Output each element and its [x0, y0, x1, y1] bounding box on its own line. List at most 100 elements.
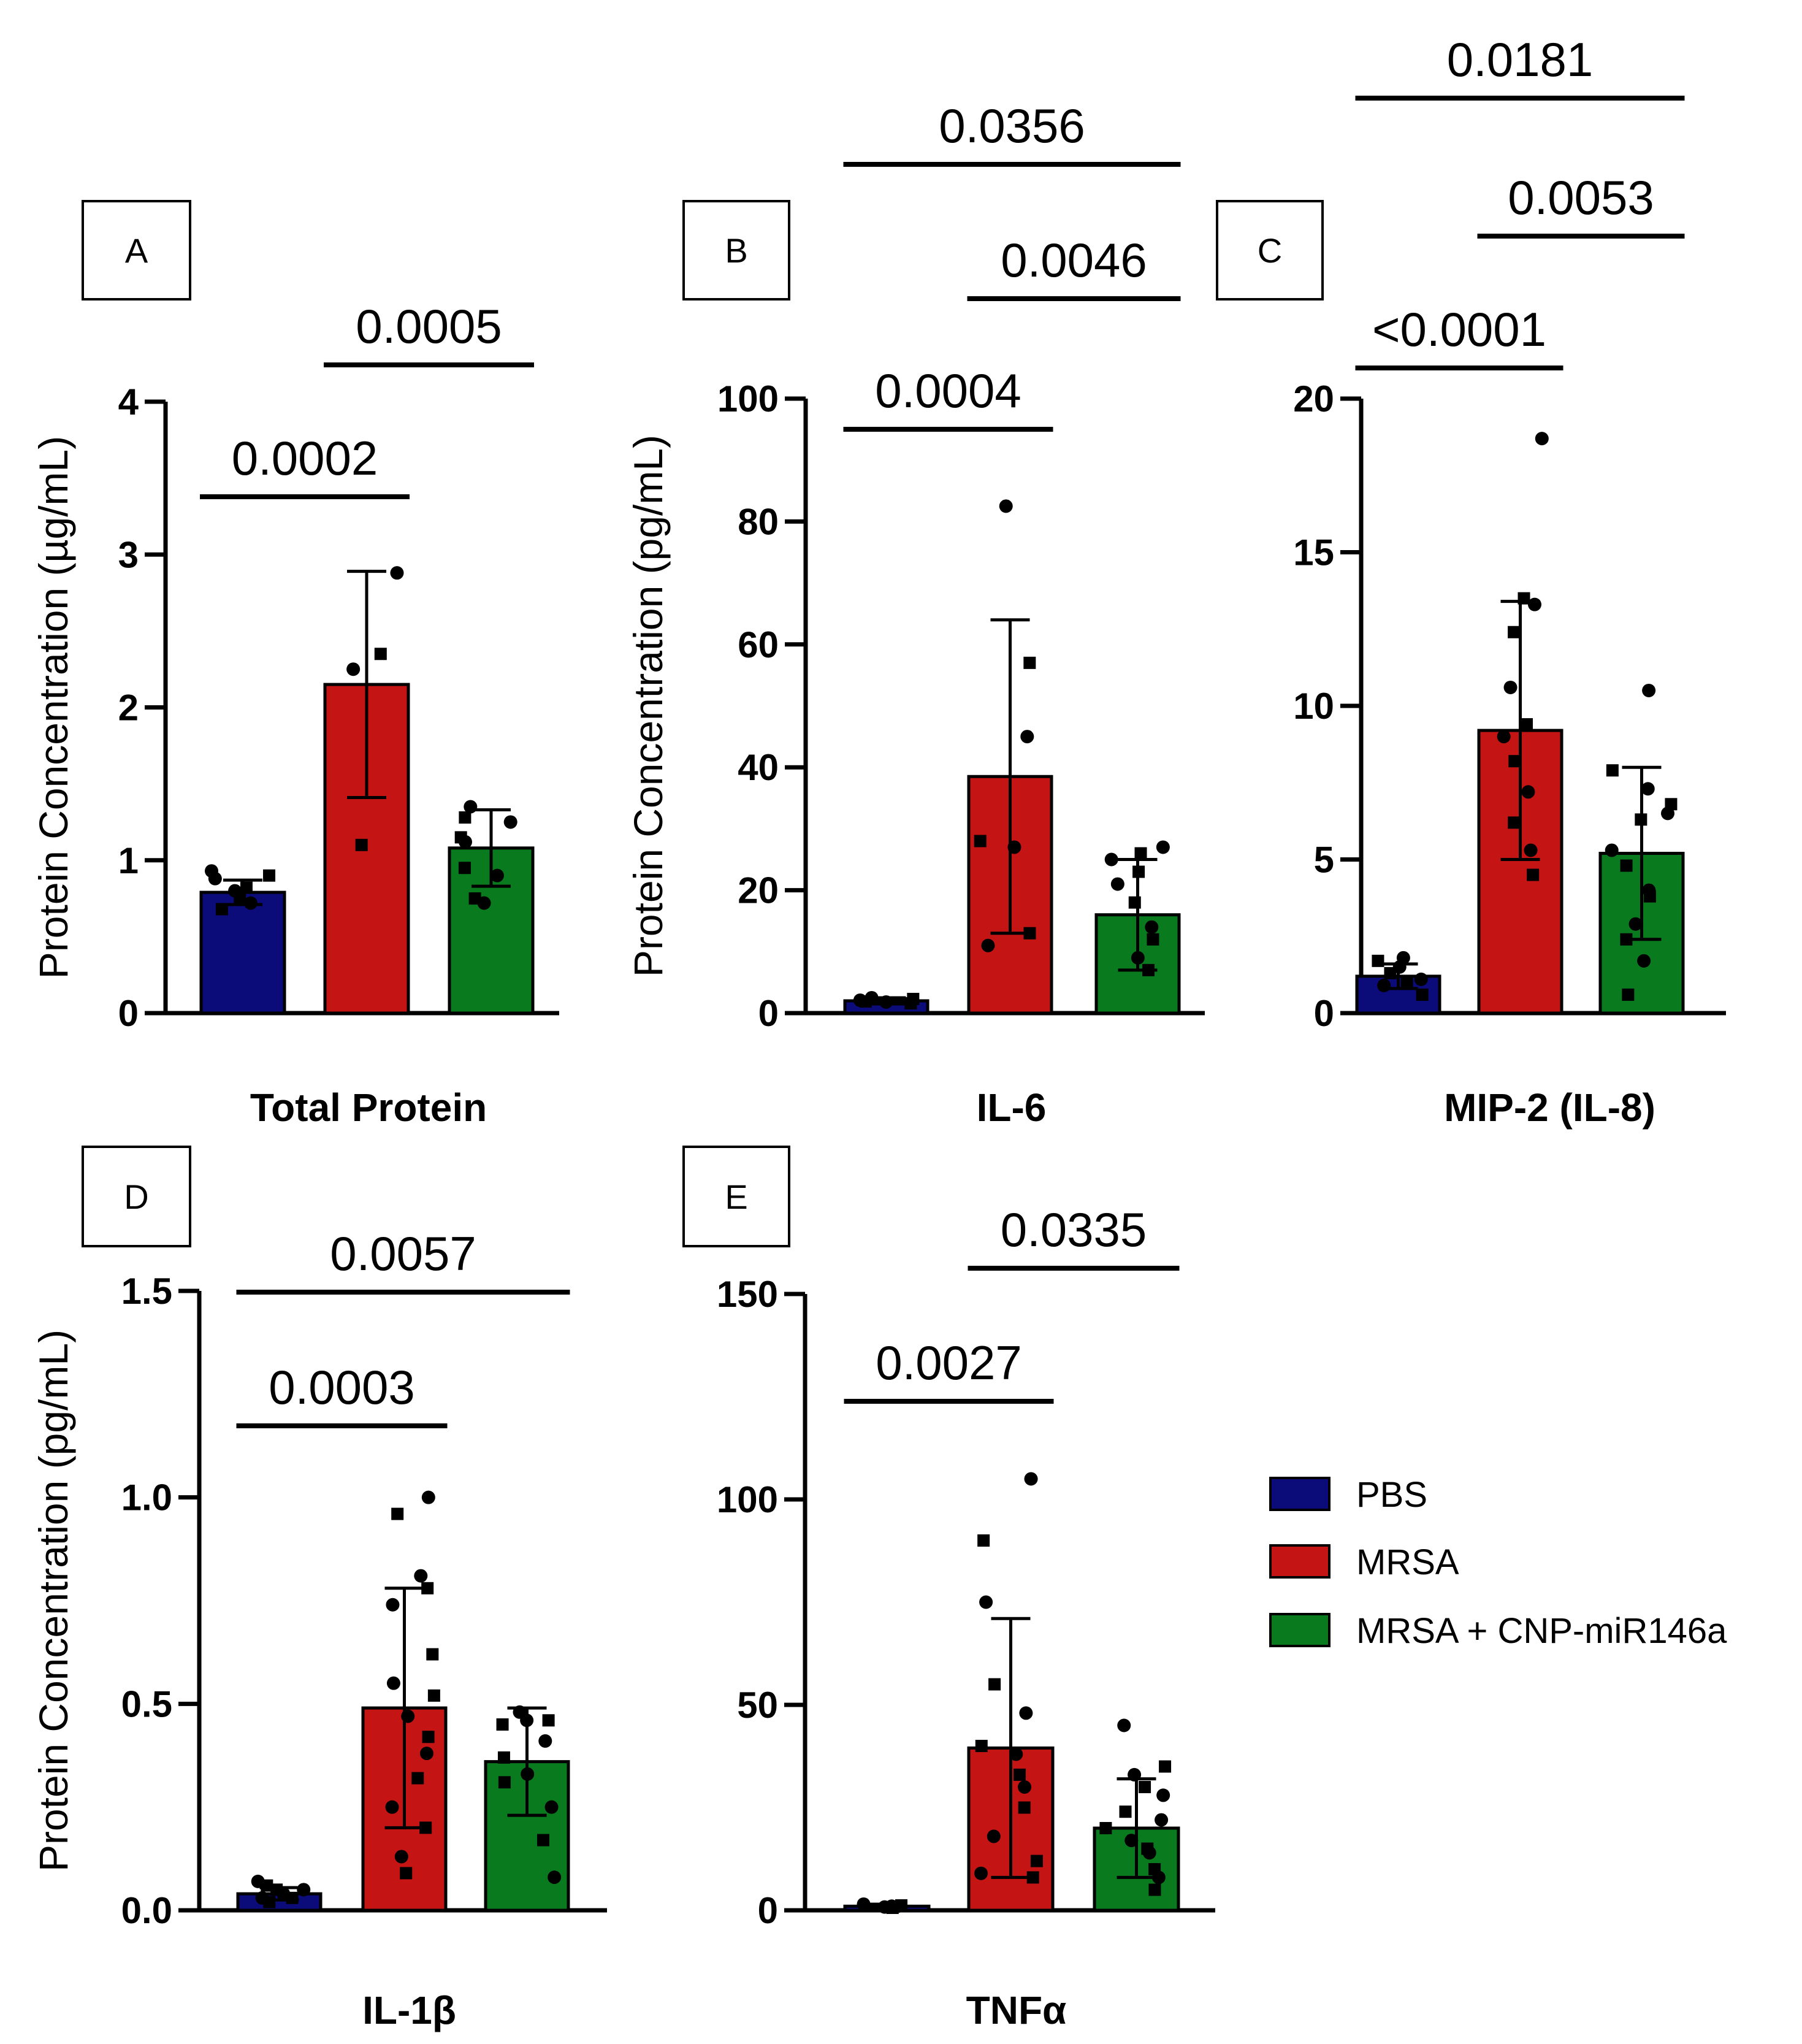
panel-e-data-point-mrsa — [1009, 1747, 1023, 1761]
panel-b-data-point-mrsa-cnp-mir146a — [1104, 852, 1118, 867]
panel-d-data-point-mrsa-cnp-mir146a — [538, 1734, 552, 1748]
panel-b-data-point-mrsa-cnp-mir146a — [1131, 951, 1145, 965]
panel-c-data-point-pbs — [1377, 978, 1391, 992]
panel-d-data-point-mrsa — [401, 1709, 415, 1723]
panel-d-data-point-mrsa — [427, 1689, 440, 1702]
panel-a-y-axis-label: Protein Concentration (µg/mL) — [31, 436, 76, 979]
panel-c-data-point-mrsa — [1527, 868, 1540, 881]
panel-a-data-point-pbs — [263, 869, 276, 882]
panel-a-p-value-0-0005: 0.0005 — [356, 299, 502, 353]
panel-c-y-tick-label: 20 — [1293, 378, 1334, 419]
panel-e-data-point-mrsa — [987, 1829, 1001, 1843]
panel-c-data-point-mrsa — [1508, 816, 1521, 829]
panel-d-data-point-mrsa — [394, 1850, 408, 1864]
panel-d-data-point-mrsa — [386, 1676, 400, 1690]
panel-c-data-point-mrsa — [1503, 680, 1518, 694]
panel-a-data-point-pbs — [215, 903, 228, 916]
panel-b-y-tick-label: 40 — [738, 747, 779, 788]
panel-c-data-point-mrsa — [1524, 843, 1538, 857]
panel-e-y-tick-label: 0 — [758, 1890, 778, 1931]
panel-d-data-point-pbs — [263, 1896, 276, 1908]
panel-a-data-point-mrsa-cnp-mir146a — [458, 862, 471, 875]
panel-b-category-label: IL-6 — [977, 1085, 1047, 1130]
panel-d-data-point-pbs — [261, 1879, 273, 1892]
panel-e-label-box — [682, 1146, 790, 1247]
panel-c: C 0 5 10 15 20 MIP-2 (IL-8) <0.0001 0.0053 0.0181 — [1216, 33, 1726, 1130]
panel-e-data-point-mrsa — [1019, 1706, 1033, 1720]
panel-a-y-tick-label: 4 — [118, 381, 139, 423]
panel-a-data-point-mrsa-cnp-mir146a — [464, 800, 478, 814]
panel-c-data-point-mrsa-cnp-mir146a — [1606, 764, 1619, 777]
panels: A 0 1 2 3 4 Protein Concentration (µg/mL) Total… — [31, 33, 1726, 2032]
legend-swatch-pbs — [1269, 1477, 1331, 1511]
panel-c-data-point-mrsa-cnp-mir146a — [1637, 954, 1651, 968]
panel-d-data-point-mrsa — [419, 1747, 433, 1761]
panel-e-data-point-mrsa — [1024, 1472, 1038, 1486]
panel-a-data-point-mrsa-cnp-mir146a — [458, 835, 472, 849]
panel-d-y-tick-label: 1.5 — [121, 1271, 172, 1312]
panel-d-p-value-0-0057: 0.0057 — [330, 1227, 476, 1280]
panel-b-y-tick-label: 100 — [717, 378, 779, 419]
panel-d-data-point-mrsa-cnp-mir146a — [542, 1714, 555, 1727]
panel-c-data-point-mrsa-cnp-mir146a — [1628, 917, 1643, 931]
panel-e-p-value-0-0027: 0.0027 — [876, 1336, 1022, 1390]
panel-a-data-point-pbs — [208, 871, 222, 886]
panel-e-data-point-mrsa-cnp-mir146a — [1155, 1813, 1169, 1827]
panel-b-y-tick-label: 80 — [738, 501, 779, 542]
panel-c-data-point-mrsa — [1518, 592, 1530, 605]
panel-c-data-point-mrsa-cnp-mir146a — [1620, 933, 1633, 946]
panel-c-data-point-pbs — [1416, 988, 1429, 1001]
panel-d-y-tick-label: 0.0 — [121, 1890, 172, 1931]
panel-b-data-point-mrsa — [981, 938, 995, 952]
panel-e-category-label: TNFα — [966, 1988, 1067, 2032]
panel-e-y-tick-label: 100 — [717, 1479, 778, 1520]
panel-b-data-point-mrsa — [974, 835, 987, 848]
panel-e-data-point-mrsa — [1030, 1855, 1043, 1867]
panel-c-data-point-pbs — [1372, 954, 1384, 967]
panel-b-data-point-mrsa — [1007, 840, 1021, 854]
panel-a-bar-pbs — [199, 890, 286, 1015]
panel-e-y-tick-label: 150 — [717, 1274, 778, 1315]
panel-c-data-point-mrsa — [1508, 626, 1521, 638]
panel-e-data-point-mrsa — [979, 1595, 993, 1609]
panel-d-data-point-pbs — [297, 1883, 311, 1897]
panel-d-data-point-mrsa — [421, 1490, 435, 1504]
panel-d-data-point-mrsa — [411, 1772, 424, 1785]
panel-d-data-point-pbs — [286, 1891, 299, 1904]
panel-a-category-label: Total Protein — [250, 1085, 487, 1130]
panel-e-data-point-mrsa-cnp-mir146a — [1117, 1718, 1131, 1732]
panel-d-data-point-mrsa — [385, 1800, 399, 1814]
panel-c-data-point-mrsa-cnp-mir146a — [1622, 988, 1635, 1001]
panel-d-label: D — [124, 1177, 148, 1216]
panel-d-data-point-mrsa-cnp-mir146a — [521, 1767, 535, 1781]
panel-c-data-point-pbs — [1384, 966, 1397, 979]
panel-a-data-point-mrsa — [374, 648, 387, 660]
panel-d-data-point-mrsa-cnp-mir146a — [520, 1713, 534, 1728]
legend-swatch-mrsa — [1269, 1544, 1331, 1579]
panel-d-y-tick-label: 1.0 — [121, 1477, 172, 1518]
panel-d-data-point-mrsa — [426, 1648, 439, 1661]
panel-e-data-point-mrsa — [988, 1678, 1001, 1691]
panel-c-y-tick-label: 10 — [1293, 686, 1334, 727]
panel-b-y-tick-label: 60 — [738, 624, 779, 665]
panel-b-data-point-pbs — [859, 995, 872, 1008]
panel-b-data-point-mrsa — [1023, 656, 1036, 669]
panel-a-data-point-mrsa-cnp-mir146a — [490, 868, 504, 882]
legend: PBS MRSA MRSA + CNP-miR146a — [1269, 1475, 1727, 1651]
panel-d-data-point-mrsa-cnp-mir146a — [497, 1751, 510, 1764]
panel-e-data-point-mrsa-cnp-mir146a — [1159, 1760, 1172, 1773]
panel-e-data-point-mrsa-cnp-mir146a — [1099, 1822, 1112, 1834]
panel-d-data-point-mrsa — [386, 1598, 400, 1612]
panel-e-data-point-mrsa — [1018, 1780, 1032, 1794]
legend-label-mrsa: MRSA — [1356, 1542, 1459, 1582]
panel-c-data-point-pbs — [1400, 976, 1413, 989]
panel-d-data-point-mrsa — [421, 1582, 434, 1594]
panel-e: E 0 50 100 150 TNFα 0.0027 0.0335 — [682, 1146, 1215, 2032]
panel-c-data-point-mrsa — [1535, 432, 1549, 446]
panel-b-data-point-mrsa-cnp-mir146a — [1128, 896, 1141, 909]
panel-c-y-tick-label: 15 — [1293, 532, 1334, 573]
panel-a-y-tick-label: 2 — [118, 687, 139, 729]
panel-b-y-tick-label: 0 — [758, 993, 779, 1034]
panel-b: B 0 20 40 60 80 100 Protein Concentration (pg/m… — [625, 99, 1205, 1130]
